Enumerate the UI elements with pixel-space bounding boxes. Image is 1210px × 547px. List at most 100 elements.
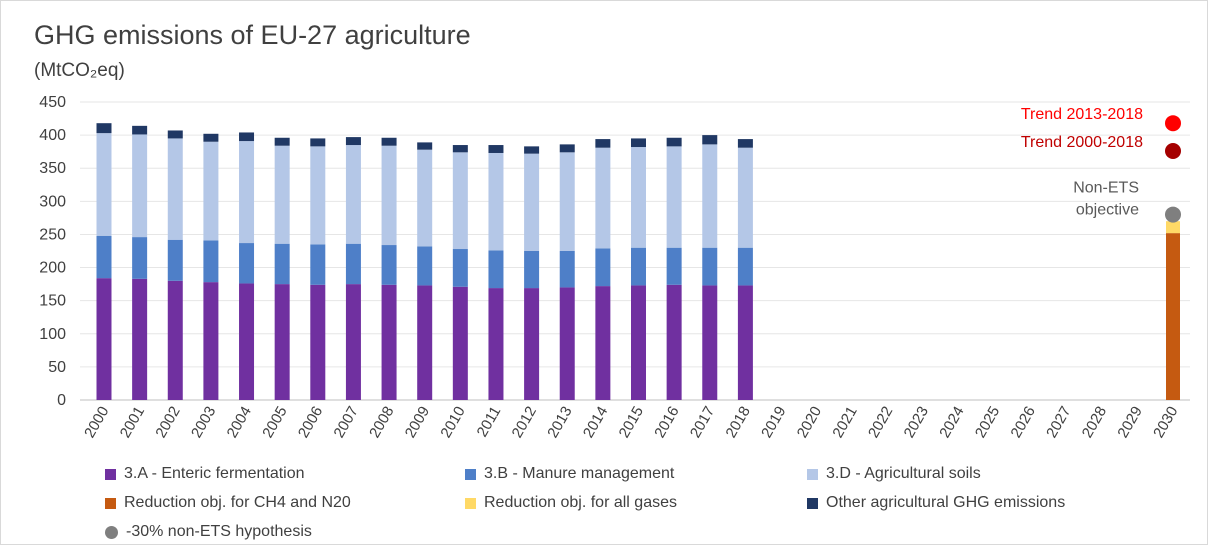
bar-segment: [274, 284, 290, 400]
y-tick-label: 100: [39, 326, 66, 343]
x-tick-label: 2004: [224, 404, 255, 441]
x-tick-label: 2007: [330, 404, 361, 441]
bar-segment: [1166, 233, 1180, 400]
annotation-point: [1165, 206, 1181, 223]
legend-swatch: [105, 468, 116, 480]
chart-title: GHG emissions of EU-27 agriculture: [34, 20, 471, 50]
legend-swatch: [465, 468, 476, 480]
bar-segment: [310, 138, 326, 147]
y-tick-label: 400: [39, 127, 66, 144]
annotation-label: Non-ETS: [1073, 180, 1139, 197]
x-tick-label: 2015: [616, 404, 647, 441]
bar-segment: [452, 152, 468, 250]
bar-segment: [631, 147, 646, 248]
bar-segment: [274, 137, 290, 146]
bar-segment: [524, 288, 540, 400]
x-tick-label: 2027: [1043, 404, 1074, 441]
y-tick-label: 350: [39, 160, 66, 177]
annotation-label: Trend 2013-2018: [1021, 106, 1143, 123]
legend-item: 3.A - Enteric fermentation: [105, 465, 305, 483]
bar-segment: [381, 145, 397, 246]
bar-segment: [274, 243, 290, 285]
legend-label: -30% non-ETS hypothesis: [126, 523, 312, 540]
legend-label: 3.B - Manure management: [484, 465, 675, 482]
legend-label: Reduction obj. for all gases: [484, 494, 677, 511]
bar-segment: [452, 286, 468, 400]
x-tick-label: 2016: [651, 404, 682, 441]
bar-segment: [631, 138, 646, 148]
bar-segment: [203, 240, 219, 283]
y-tick-label: 200: [39, 260, 66, 277]
bar-segment: [310, 284, 326, 400]
legend-item: 3.B - Manure management: [465, 465, 674, 483]
y-tick-label: 0: [57, 392, 66, 409]
x-tick-label: 2018: [722, 404, 753, 441]
bar-segment: [203, 282, 219, 400]
bar-segment: [310, 244, 326, 285]
y-tick-label: 150: [39, 293, 66, 310]
bar-segment: [381, 245, 397, 285]
bar-segment: [666, 284, 682, 400]
bar-segment: [631, 247, 646, 286]
bar-segment: [559, 287, 575, 400]
annotation-point: [1165, 115, 1181, 132]
bar-segment: [345, 284, 361, 400]
bar-segment: [559, 251, 575, 288]
legend-item: Other agricultural GHG emissions: [807, 494, 1065, 512]
legend-label: Other agricultural GHG emissions: [826, 494, 1066, 511]
bar-segment: [96, 278, 112, 400]
bar-segment: [524, 153, 540, 251]
x-tick-label: 2028: [1079, 404, 1110, 441]
bar-segment: [239, 283, 255, 400]
bar-segment: [702, 285, 718, 400]
legend-label: 3.A - Enteric fermentation: [124, 465, 305, 482]
bar-segment: [96, 133, 112, 236]
x-tick-label: 2002: [152, 404, 183, 441]
bar-segment: [666, 146, 682, 248]
bar-segment: [737, 139, 753, 148]
bar-segment: [595, 147, 611, 249]
x-tick-label: 2009: [402, 404, 433, 441]
bar-segment: [559, 152, 575, 251]
bar-segment: [737, 147, 753, 248]
bar-segment: [452, 249, 468, 287]
bar-segment: [239, 141, 255, 244]
legend-item: 3.D - Agricultural soils: [807, 465, 981, 483]
x-tick-label: 2008: [366, 404, 397, 441]
x-tick-label: 2021: [829, 404, 860, 441]
x-tick-label: 2010: [437, 404, 468, 441]
x-tick-label: 2023: [901, 404, 932, 441]
bar-segment: [345, 145, 361, 244]
bar-segment: [666, 137, 682, 147]
x-tick-label: 2003: [188, 404, 219, 441]
bar-segment: [737, 285, 753, 400]
bar-segment: [345, 243, 361, 285]
bar-segment: [702, 135, 718, 145]
x-tick-label: 2020: [794, 404, 825, 441]
bar-segment: [167, 280, 183, 400]
bar-segment: [1166, 221, 1180, 234]
annotation-label: Trend 2000-2018: [1021, 134, 1143, 151]
bar-segment: [524, 146, 540, 154]
annotation-point: [1165, 143, 1181, 160]
legend-swatch: [105, 497, 116, 509]
x-tick-label: 2022: [865, 404, 896, 441]
x-tick-label: 2011: [474, 404, 505, 440]
x-tick-label: 2013: [544, 404, 575, 441]
bar-segment: [702, 247, 718, 286]
bar-segment: [96, 123, 112, 134]
chart-legend: 3.A - Enteric fermentation 3.B - Manure m…: [105, 465, 1185, 545]
bar-segment: [488, 152, 504, 251]
legend-item: Reduction obj. for CH4 and N20: [105, 494, 351, 512]
bar-segment: [595, 248, 611, 287]
annotation-label: objective: [1076, 202, 1139, 219]
bar-segment: [666, 247, 682, 285]
legend-label: 3.D - Agricultural soils: [826, 465, 981, 482]
bar-segment: [417, 246, 433, 286]
bar-segment: [132, 134, 148, 238]
y-tick-label: 300: [39, 193, 66, 210]
bar-segment: [132, 125, 148, 135]
bar-segment: [203, 141, 219, 241]
y-tick-label: 50: [48, 359, 66, 376]
